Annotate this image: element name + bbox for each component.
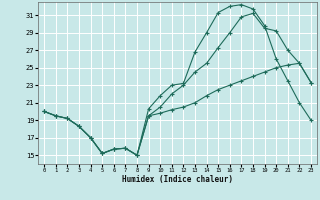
X-axis label: Humidex (Indice chaleur): Humidex (Indice chaleur) xyxy=(122,175,233,184)
